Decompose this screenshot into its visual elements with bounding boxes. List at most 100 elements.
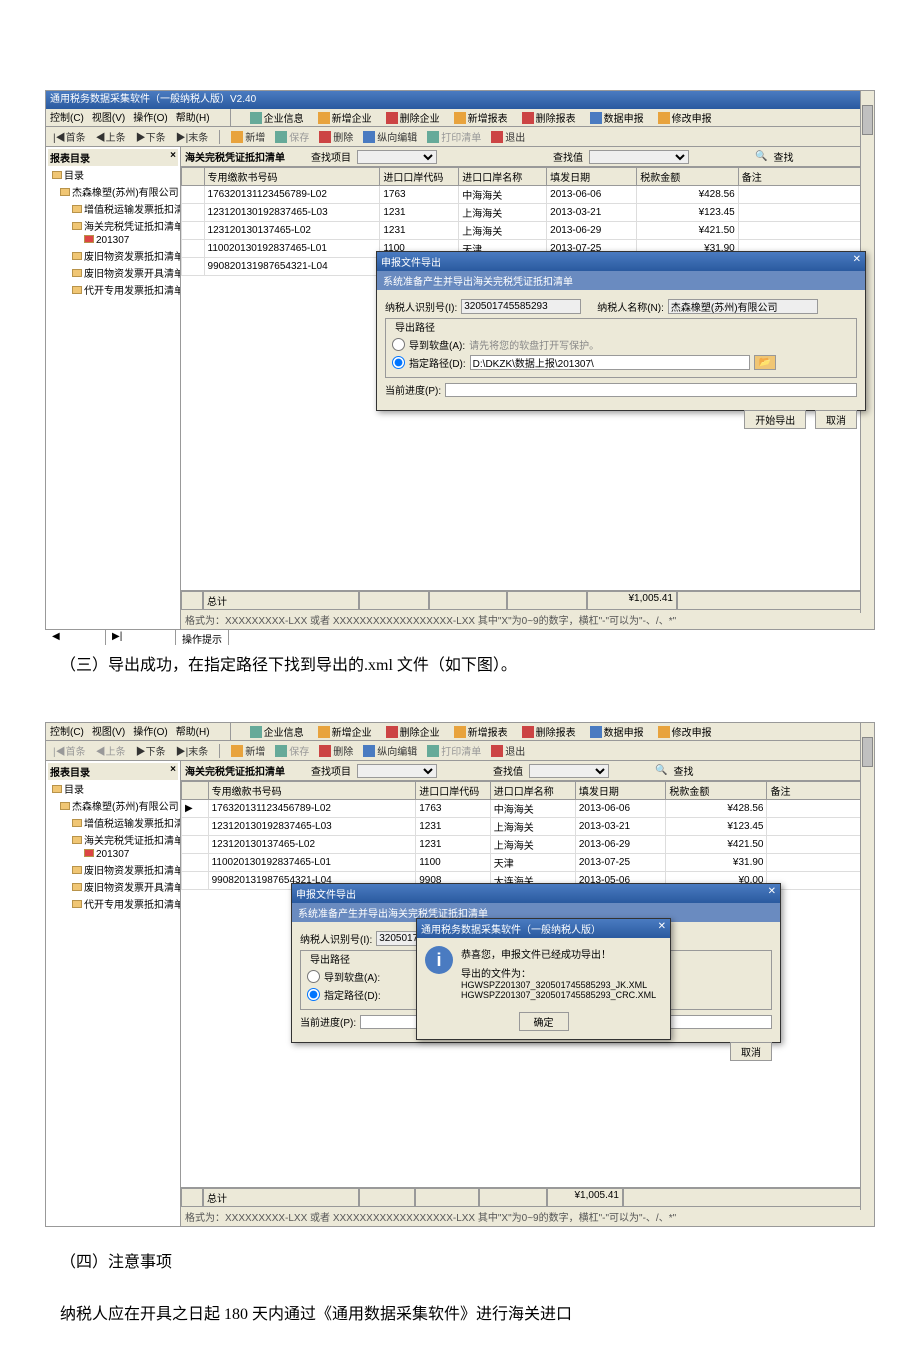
menubar-2: 控制(C) 视图(V) 操作(O) 帮助(H) 企业信息 新增企业 删除企业 新… [46, 723, 874, 741]
progress-bar [445, 383, 857, 397]
menu-operate[interactable]: 操作(O) [133, 109, 167, 126]
table-row[interactable]: 123120130137465-L021231上海海关2013-06-29¥42… [182, 836, 874, 854]
dialog-close[interactable]: ✕ [853, 254, 861, 269]
btn-del-ent: 删除企业 [383, 109, 443, 126]
add-icon [231, 131, 243, 143]
tree-panel: 报表目录× 目录杰森橡塑(苏州)有限公司增值税运输发票抵扣清单海关完税凭证抵扣清… [46, 147, 181, 629]
col-header[interactable]: 税款金额 [666, 782, 767, 800]
table-row[interactable]: ▶176320131123456789-L021763中海海关2013-06-0… [182, 800, 874, 818]
col-header[interactable]: 备注 [767, 782, 874, 800]
col-header[interactable]: 进口口岸代码 [380, 168, 459, 186]
x-icon [319, 131, 331, 143]
total-label: 总计 [203, 591, 359, 610]
btn-delete[interactable]: 删除 [316, 129, 356, 144]
btn-add-report: 新增报表 [451, 109, 511, 126]
btn-declare[interactable]: 数据申报 [587, 109, 647, 126]
progress-label: 当前进度(P): [385, 382, 441, 397]
col-header[interactable]: 填发日期 [575, 782, 665, 800]
success-msgbox: 通用税务数据采集软件（一般纳税人版） ✕ i 恭喜您，申报文件已经成功导出！ 导出… [416, 918, 671, 1040]
col-header[interactable]: 备注 [738, 168, 873, 186]
table-row[interactable]: 176320131123456789-L021763中海海关2013-06-06… [182, 186, 874, 204]
tree-item[interactable]: 代开专用发票抵扣清单 [48, 281, 178, 298]
nav-next[interactable]: ▶下条 [133, 129, 169, 144]
tree-item[interactable]: 增值税运输发票抵扣清单 [48, 200, 178, 217]
x-icon [522, 112, 534, 124]
grid-header: 海关完税凭证抵扣清单 查找项目 查找值 🔍查找 [181, 147, 874, 167]
btn-ent-info[interactable]: 企业信息 [247, 109, 307, 126]
add-icon [318, 112, 330, 124]
vedit-icon [363, 131, 375, 143]
print-icon [427, 131, 439, 143]
export-btn[interactable]: 开始导出 [744, 410, 806, 429]
tree-item[interactable]: 海关完税凭证抵扣清单 [48, 831, 178, 848]
tree-item[interactable]: 杰森橡塑(苏州)有限公司 [48, 797, 178, 814]
enterprise-icon [250, 112, 262, 124]
nav-first[interactable]: |◀首条 [50, 129, 89, 144]
exit-icon [491, 131, 503, 143]
radio-path[interactable] [392, 356, 405, 369]
nav-last[interactable]: ▶|末条 [173, 129, 212, 144]
cancel-btn[interactable]: 取消 [815, 410, 857, 429]
msg-line2: 导出的文件为： [461, 965, 656, 980]
tree-item[interactable]: 废旧物资发票开具清单 [48, 264, 178, 281]
total-value: ¥1,005.41 [587, 591, 677, 610]
tree-item[interactable]: 海关完税凭证抵扣清单 [48, 217, 178, 234]
col-header[interactable]: 税款金额 [637, 168, 738, 186]
tree-item[interactable]: 杰森橡塑(苏州)有限公司 [48, 183, 178, 200]
tree-item[interactable]: 增值税运输发票抵扣清单 [48, 814, 178, 831]
btn-del-report[interactable]: 删除报表 [519, 109, 579, 126]
menu-control[interactable]: 控制(C) [50, 109, 84, 126]
tree-item[interactable]: 代开专用发票抵扣清单 [48, 895, 178, 912]
grid-title: 海关完税凭证抵扣清单 [185, 149, 285, 164]
tree-item[interactable]: 目录 [48, 780, 178, 797]
tree-item[interactable]: 201307 [48, 234, 178, 247]
search-btn[interactable]: 查找 [773, 149, 793, 164]
btn-vedit[interactable]: 纵向编辑 [360, 129, 420, 144]
menubar: 控制(C) 视图(V) 操作(O) 帮助(H) 企业信息 新增企业 删除企业 新… [46, 109, 874, 127]
col-header[interactable]: 进口口岸名称 [490, 782, 575, 800]
table-row[interactable]: 110020130192837465-L011100天津2013-07-25¥3… [182, 854, 874, 872]
status-hint: 操作提示 [176, 630, 229, 645]
path-input[interactable] [470, 355, 750, 370]
menu-help[interactable]: 帮助(H) [176, 109, 210, 126]
radio-floppy[interactable] [392, 338, 405, 351]
menu-view[interactable]: 视图(V) [92, 109, 125, 126]
taxpayer-id-input [461, 299, 581, 314]
table-row[interactable]: 123120130192837465-L031231上海海关2013-03-21… [182, 204, 874, 222]
taxpayer-name-label: 纳税人名称(N): [597, 299, 664, 314]
btn-exit[interactable]: 退出 [488, 129, 528, 144]
btn-save: 保存 [272, 129, 312, 144]
col-header[interactable]: 填发日期 [547, 168, 637, 186]
msgbox-close[interactable]: ✕ [658, 921, 666, 936]
col-header[interactable]: 进口口岸名称 [459, 168, 547, 186]
tree-item[interactable]: 废旧物资发票抵扣清单 [48, 247, 178, 264]
opt-path: 指定路径(D): [409, 355, 466, 370]
table-row[interactable]: 123120130137465-L021231上海海关2013-06-29¥42… [182, 222, 874, 240]
info-icon: i [425, 946, 453, 974]
col-header[interactable]: 专用缴款书号码 [208, 782, 416, 800]
col-header[interactable]: 专用缴款书号码 [204, 168, 380, 186]
screenshot-2: 控制(C) 视图(V) 操作(O) 帮助(H) 企业信息 新增企业 删除企业 新… [45, 722, 875, 1227]
msg-line1: 恭喜您，申报文件已经成功导出！ [461, 946, 656, 961]
msgbox-ok[interactable]: 确定 [519, 1012, 569, 1031]
col-header[interactable]: 进口口岸代码 [416, 782, 491, 800]
search-value[interactable] [589, 150, 689, 164]
save-icon [275, 131, 287, 143]
export-dialog: 申报文件导出✕ 系统准备产生并导出海关完税凭证抵扣清单 纳税人识别号(I): 纳… [376, 251, 866, 411]
search-field[interactable] [357, 150, 437, 164]
browse-btn[interactable]: 📂 [754, 355, 776, 370]
tree-item[interactable]: 废旧物资发票抵扣清单 [48, 861, 178, 878]
taxpayer-name-input [668, 299, 818, 314]
tree-item[interactable]: 201307 [48, 848, 178, 861]
tree-close[interactable]: × [170, 150, 176, 165]
table-row[interactable]: 123120130192837465-L031231上海海关2013-03-21… [182, 818, 874, 836]
msgbox-title: 通用税务数据采集软件（一般纳税人版） [421, 921, 601, 936]
narration-3: 纳税人应在开具之日起 180 天内通过《通用数据采集软件》进行海关进口 [0, 1299, 920, 1351]
tree-item[interactable]: 废旧物资发票开具清单 [48, 878, 178, 895]
btn-add[interactable]: 新增 [228, 129, 268, 144]
screenshot-1: 通用税务数据采集软件（一般纳税人版）V2.40 控制(C) 视图(V) 操作(O… [45, 90, 875, 630]
floppy-hint: 请先将您的软盘打开写保护。 [469, 337, 599, 352]
tree-item[interactable]: 目录 [48, 166, 178, 183]
taxpayer-id-label: 纳税人识别号(I): [385, 299, 457, 314]
nav-prev[interactable]: ◀上条 [93, 129, 129, 144]
